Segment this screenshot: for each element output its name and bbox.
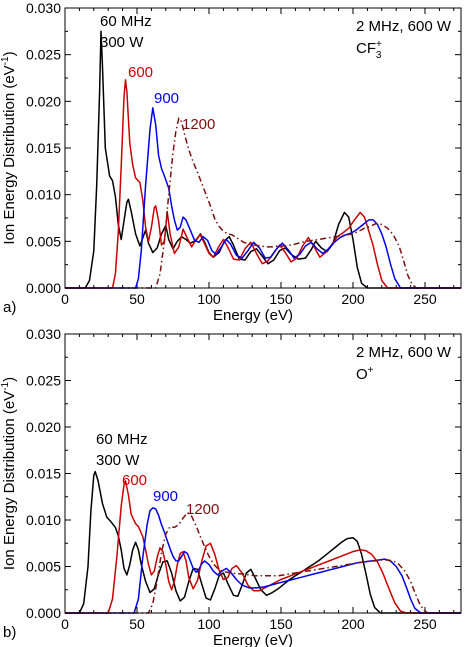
series-label: 900: [153, 488, 178, 505]
panel-label: a): [3, 299, 16, 316]
series-label: 60 MHz: [96, 431, 148, 448]
series-label-line2: 300 W: [96, 452, 140, 469]
species-name: O: [356, 366, 368, 383]
y-tick-label: 0.030: [26, 326, 61, 342]
annotation-condition: 2 MHz, 600 W: [356, 18, 452, 35]
series-label: 900: [154, 90, 179, 107]
y-tick-label: 0.015: [26, 466, 61, 482]
y-tick-label: 0.015: [26, 140, 61, 156]
y-axis-label-exponent: -1: [0, 381, 11, 390]
y-tick-label: 0.000: [26, 280, 61, 296]
y-axis-label-main: Ion Energy Distribution (eV: [1, 391, 18, 570]
y-axis-label: Ion Energy Distribution (eV-1): [0, 51, 18, 244]
series-line-1: [65, 480, 461, 614]
x-tick-label: 50: [129, 616, 145, 632]
x-tick-label: 100: [197, 616, 221, 632]
y-tick-label: 0.020: [26, 419, 61, 435]
y-axis-label-close: ): [1, 377, 18, 382]
series-label: 1200: [186, 501, 219, 518]
x-tick-label: 150: [269, 616, 293, 632]
series-line-0: [65, 30, 461, 289]
series-line-3: [65, 117, 461, 289]
plot-frame: [64, 333, 462, 614]
x-axis-label: Energy (eV): [213, 307, 293, 324]
y-tick-label: 0.000: [26, 605, 61, 621]
series-line-0: [65, 470, 461, 614]
plot-frame: [64, 7, 462, 289]
series-label: 60 MHz: [100, 13, 152, 30]
x-tick-label: 0: [61, 291, 69, 307]
x-tick-label: 250: [413, 291, 437, 307]
y-axis-label-exponent: -1: [0, 56, 11, 65]
y-tick-label: 0.010: [26, 187, 61, 203]
y-tick-label: 0.010: [26, 512, 61, 528]
x-tick-label: 50: [129, 291, 145, 307]
annotation-species: CF+ 3: [356, 39, 382, 61]
series-line-3: [65, 511, 461, 614]
y-tick-label: 0.005: [26, 233, 61, 249]
y-tick-label: 0.020: [26, 93, 61, 109]
annotation-species: O+: [356, 365, 374, 383]
x-axis-label: Energy (eV): [213, 632, 293, 647]
series-label: 600: [122, 472, 147, 489]
x-tick-label: 250: [413, 616, 437, 632]
panel-b-group: 0.000 0.005 0.010 0.015 0.020 0.025 0.030 0 50 10…: [0, 326, 462, 647]
y-tick-label: 0.005: [26, 559, 61, 575]
species-charge: +: [368, 365, 374, 376]
series-label: 1200: [182, 116, 215, 133]
y-axis-label-main: Ion Energy Distribution (eV: [1, 65, 18, 244]
x-tick-label: 200: [341, 291, 365, 307]
y-tick-label: 0.025: [26, 373, 61, 389]
species-subscript: 3: [376, 50, 382, 61]
panel-label: b): [3, 624, 16, 641]
x-tick-label: 100: [197, 291, 221, 307]
panel-a-group: 0.000 0.005 0.010 0.015 0.020 0.025 0.030 0 50 10…: [0, 0, 462, 324]
y-axis-label-close: ): [1, 51, 18, 56]
y-axis-label: Ion Energy Distribution (eV-1): [0, 377, 18, 570]
y-tick-label: 0.030: [26, 0, 61, 16]
species-charge: +: [376, 39, 382, 50]
series-label-line2: 300 W: [100, 34, 144, 51]
x-tick-label: 150: [269, 291, 293, 307]
x-tick-label: 200: [341, 616, 365, 632]
annotation-condition: 2 MHz, 600 W: [356, 344, 452, 361]
x-tick-label: 0: [61, 616, 69, 632]
series-line-2: [65, 507, 461, 614]
series-label: 600: [128, 64, 153, 81]
series-line-2: [65, 107, 461, 289]
species-name: CF: [356, 40, 376, 57]
y-tick-label: 0.025: [26, 47, 61, 63]
